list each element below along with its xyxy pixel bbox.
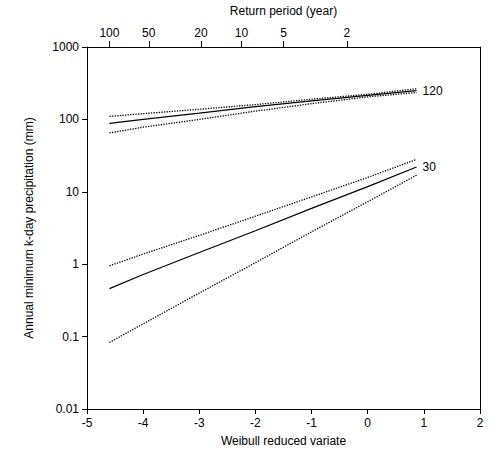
svg-text:10: 10 [66,185,80,199]
svg-text:50: 50 [142,26,156,40]
svg-text:120: 120 [423,84,443,98]
svg-text:Return period (year): Return period (year) [230,4,337,18]
svg-text:0.1: 0.1 [62,330,79,344]
svg-text:1: 1 [72,257,79,271]
svg-text:1000: 1000 [52,40,79,54]
svg-text:100: 100 [59,112,79,126]
svg-text:100: 100 [99,26,119,40]
svg-text:5: 5 [280,26,287,40]
svg-text:-4: -4 [138,416,149,430]
svg-text:-1: -1 [306,416,317,430]
svg-text:Annual minimum k-day precipita: Annual minimum k-day precipitation (mm) [22,117,36,338]
svg-text:10: 10 [235,26,249,40]
svg-text:-2: -2 [250,416,261,430]
svg-text:30: 30 [423,160,437,174]
svg-text:2: 2 [477,416,484,430]
svg-text:2: 2 [344,26,351,40]
svg-text:0.01: 0.01 [56,402,80,416]
svg-text:-5: -5 [82,416,93,430]
svg-text:20: 20 [194,26,208,40]
svg-text:0: 0 [364,416,371,430]
svg-text:Weibull reduced variate: Weibull reduced variate [221,434,347,448]
svg-text:1: 1 [421,416,428,430]
svg-text:-3: -3 [194,416,205,430]
